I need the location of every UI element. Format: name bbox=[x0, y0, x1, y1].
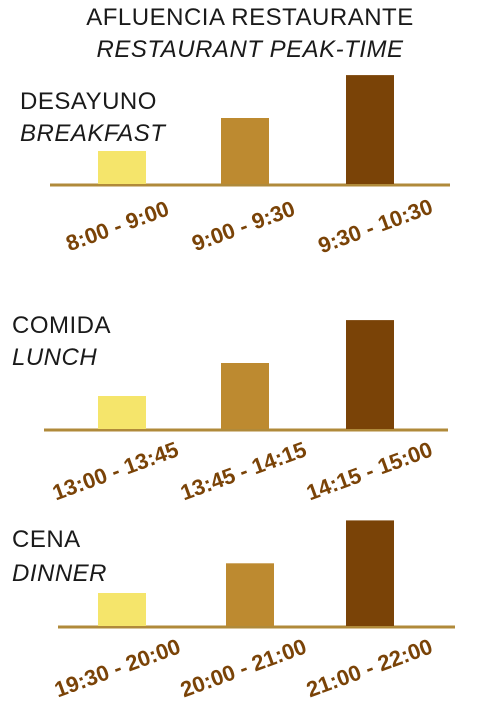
tick-label-1-0: 13:00 - 13:45 bbox=[49, 437, 182, 506]
panel-label-dinner-es: CENA bbox=[12, 526, 81, 553]
bar-2-0 bbox=[98, 593, 146, 626]
tick-label-0-2: 9:30 - 10:30 bbox=[315, 194, 436, 258]
tick-label-1-2: 14:15 - 15:00 bbox=[303, 437, 436, 506]
panel-label-breakfast-es: DESAYUNO bbox=[20, 88, 157, 115]
panel-label-dinner-en: DINNER bbox=[12, 560, 108, 587]
panel-label-lunch-es: COMIDA bbox=[12, 312, 111, 339]
tick-label-2-0: 19:30 - 20:00 bbox=[51, 634, 184, 703]
panel-label-breakfast-en: BREAKFAST bbox=[20, 120, 166, 147]
bar-2-1 bbox=[226, 563, 274, 626]
bar-0-1 bbox=[221, 118, 269, 184]
tick-label-0-0: 8:00 - 9:00 bbox=[63, 196, 173, 256]
tick-label-0-1: 9:00 - 9:30 bbox=[189, 196, 299, 256]
bar-1-1 bbox=[221, 363, 269, 429]
chart-title: AFLUENCIA RESTAURANTE bbox=[86, 4, 414, 31]
tick-label-1-1: 13:45 - 14:15 bbox=[177, 437, 310, 506]
tick-label-2-1: 20:00 - 21:00 bbox=[177, 634, 310, 703]
tick-label-2-2: 21:00 - 22:00 bbox=[303, 634, 436, 703]
bar-0-2 bbox=[346, 75, 394, 184]
bar-1-0 bbox=[98, 396, 146, 429]
chart-subtitle: RESTAURANT PEAK-TIME bbox=[96, 36, 404, 63]
bar-2-2 bbox=[346, 520, 394, 626]
bar-1-2 bbox=[346, 320, 394, 429]
bar-0-0 bbox=[98, 151, 146, 184]
panel-label-lunch-en: LUNCH bbox=[12, 344, 98, 371]
